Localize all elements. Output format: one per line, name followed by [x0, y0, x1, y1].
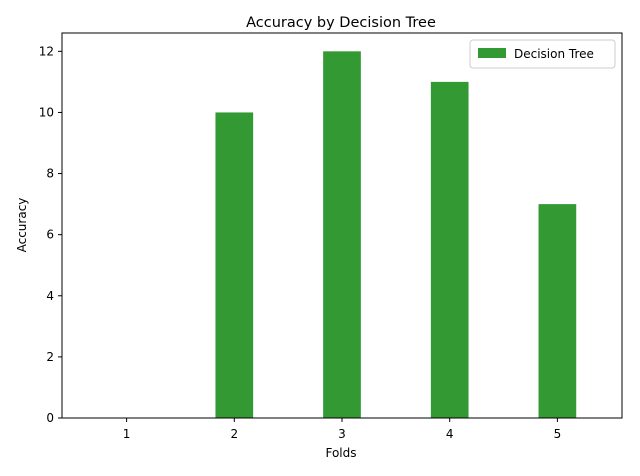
x-axis-title: Folds — [325, 446, 356, 460]
bars-layer — [215, 51, 577, 418]
y-tick-label: 4 — [46, 289, 54, 303]
legend-label: Decision Tree — [514, 47, 594, 61]
y-tick-label: 6 — [46, 228, 54, 242]
bar-fold-4 — [430, 81, 469, 418]
bar-fold-2 — [215, 112, 254, 418]
x-tick-label: 5 — [554, 427, 562, 441]
legend-box — [469, 39, 616, 69]
y-tick-label: 0 — [46, 411, 54, 425]
y-tick-label: 10 — [39, 105, 54, 119]
y-axis-ticks: 0 2 4 6 8 10 12 — [39, 44, 62, 425]
plot-frame — [61, 32, 623, 419]
x-tick-label: 3 — [338, 427, 346, 441]
chart-title: Accuracy by Decision Tree — [246, 15, 436, 31]
x-tick-label: 2 — [230, 427, 238, 441]
x-tick-label: 4 — [446, 427, 454, 441]
y-tick-label: 8 — [46, 167, 54, 181]
x-axis-ticks: 1 2 3 4 5 — [123, 418, 561, 441]
bar-fold-3 — [323, 51, 361, 418]
legend-swatch — [478, 48, 506, 58]
y-axis-title: Accuracy — [15, 198, 29, 253]
x-tick-label: 1 — [123, 427, 131, 441]
bar-fold-5 — [538, 204, 577, 418]
legend: Decision Tree — [469, 39, 616, 69]
y-tick-label: 12 — [39, 44, 54, 58]
y-tick-label: 2 — [46, 350, 54, 364]
